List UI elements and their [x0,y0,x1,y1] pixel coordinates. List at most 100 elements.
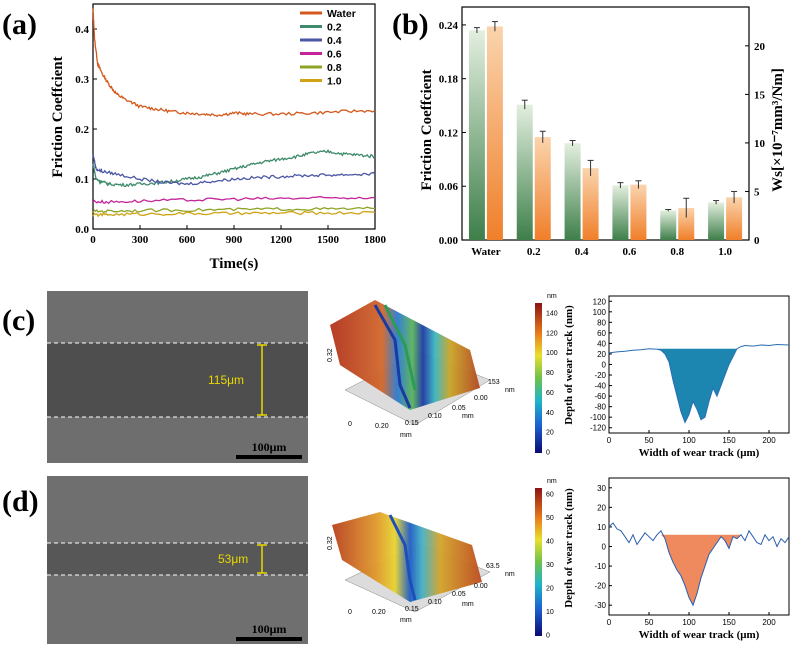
chart-a-series [92,8,376,218]
chart-b: 0.00 0.06 0.12 0.18 0.24 0 5 10 15 20 Water 0.2 0.… [419,6,786,258]
b-xtick-label: 0.2 [527,246,541,258]
a-legend-label: 0.4 [327,35,342,47]
afm-axis-zero-d: 0 [348,609,352,616]
chart-a-y-ticks: 0.0 0.1 0.2 0.3 0.4 [75,24,97,236]
afm-axis-b4-d: 0.05 [452,591,466,598]
a-series-line [92,8,376,118]
sem-width-label-d: 53μm [218,552,248,566]
chart-d-profile [608,522,790,607]
a-xtick-label: 0 [90,234,96,246]
afm-nm-c: nm [505,387,515,394]
b-ytick-right-label: 10 [754,138,766,150]
colorbar-tick-label: 40 [546,410,554,417]
sem-width-label-c: 115μm [208,373,244,387]
a-series-line [92,153,376,186]
profile-xtick-label: 100 [682,618,696,627]
chart-a: 0.0 0.1 0.2 0.3 0.4 0 300 600 900 1200 1500 1800 T… [50,3,387,272]
profile-ytick-label: -20 [594,582,606,591]
b-bar-ws [726,197,743,240]
colorbar-tick-label: 60 [546,390,554,397]
afm-axis-b1-c: 0.20 [375,423,389,430]
chart-d-y-ticks: 30 20 10 0 -10 -20 -30 [594,484,612,610]
a-ytick-label: 0.3 [75,74,89,86]
colorbar-unit-c: nm [547,293,557,300]
afm-axis-b5-c: 0.00 [474,395,488,402]
chart-b-ylabel: Friction Coeffcient [419,69,435,190]
profile-line [608,522,790,607]
panel-label-b: (b) [392,8,429,41]
afm-axis-a-c: 0.32 [327,348,334,362]
afm-3d-d: 0.32 0 0.20 0.15 0.10 0.05 0.00 mm mm 63… [327,512,515,624]
chart-c-x-ticks: 0 50 100 150 200 [607,430,776,445]
profile-wear-area [657,348,741,423]
colorbar-tick-label: 140 [546,311,558,318]
colorbar-d: nm 60 50 40 30 20 10 0 [535,478,557,640]
afm-mm1-d: mm [400,617,412,624]
profile-xtick-label: 0 [607,436,612,445]
colorbar-tick-label: 40 [546,539,554,546]
profile-ytick-label: -80 [594,403,606,412]
profile-ytick-label: 20 [597,350,606,359]
afm-axis-b3-d: 0.10 [428,599,442,606]
profile-ytick-label: -60 [594,392,606,401]
a-xtick-label: 300 [132,234,149,246]
profile-xtick-label: 150 [722,436,736,445]
b-xtick-label: 0.6 [623,246,637,258]
profile-ytick-label: 10 [597,523,606,532]
profile-ytick-label: -10 [594,562,606,571]
a-xtick-label: 1800 [364,234,387,246]
colorbar-tick-label: 80 [546,370,554,377]
afm-axis-b3-c: 0.10 [428,413,442,420]
afm-axis-b5-d: 0.00 [474,583,488,590]
colorbar-tick-label: 0 [546,450,550,457]
afm-mm2-c: mm [462,413,474,420]
colorbar-c: nm 140 120 100 80 60 40 20 0 [535,293,558,457]
b-bar-friction [516,104,533,240]
a-legend-label: 1.0 [327,76,342,88]
b-ytick-label: 0.00 [439,235,459,247]
profile-ytick-label: 0 [602,543,607,552]
colorbar-tick-label: 10 [546,609,554,616]
b-bar-friction [612,185,629,240]
profile-xtick-label: 150 [722,618,736,627]
colorbar-tick-label: 60 [546,492,554,499]
afm-axis-zero-c: 0 [348,421,352,428]
afm-surface-c [330,300,480,410]
a-xtick-label: 900 [226,234,243,246]
a-ytick-label: 0.1 [75,174,89,186]
b-ytick-label: 0.12 [439,127,459,139]
chart-a-xlabel: Time(s) [210,256,259,272]
chart-c-xlabel: Width of wear track (μm) [639,447,760,459]
chart-d-ylabel: Depth of wear track (nm) [563,488,575,608]
b-ytick-label: 0.06 [439,181,459,193]
colorbar-tick-label: 120 [546,330,558,337]
profile-xtick-label: 0 [607,618,612,627]
profile-xtick-label: 200 [762,436,776,445]
chart-b-bars [468,21,743,240]
b-ytick-label: 0.18 [439,74,459,86]
colorbar-unit-d: nm [547,478,557,485]
sem-track-d [47,543,308,575]
b-bar-friction [660,210,677,240]
a-series-line [92,195,376,205]
chart-b-frame [461,6,750,241]
chart-a-x-ticks: 0 300 600 900 1200 1500 1800 [90,225,387,246]
colorbar-gradient-d [535,488,542,636]
afm-mm2-d: mm [462,601,474,608]
profile-ytick-label: -20 [594,371,606,380]
profile-ytick-label: -30 [594,601,606,610]
chart-c-profile [608,343,790,424]
a-legend-label: 0.6 [327,49,342,61]
panel-label-c: (c) [2,304,35,337]
afm-groove2-c [383,304,417,391]
b-bar-ws [678,207,695,240]
afm-axis-b2-d: 0.15 [405,606,419,613]
b-bar-friction [468,30,485,240]
b-xtick-label: 0.8 [670,246,684,258]
b-bar-ws [630,184,647,240]
b-ytick-label: 0.24 [439,20,459,32]
chart-a-ylabel: Friction Coeffcient [50,56,66,177]
sem-image-c: 115μm 100μm [47,291,308,463]
